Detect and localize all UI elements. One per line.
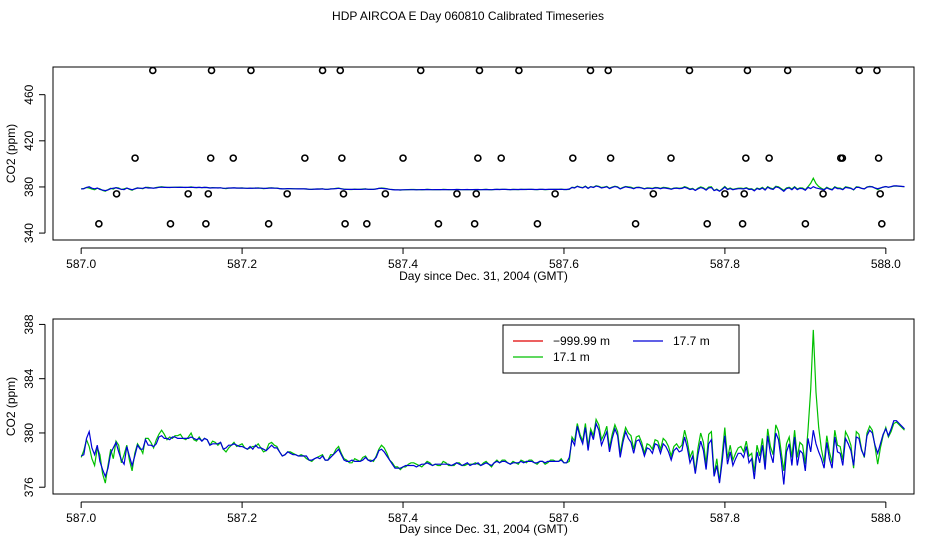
top-series-line-3: [81, 185, 905, 193]
data-point: [229, 154, 238, 162]
x-tick-label: 587.4: [388, 257, 418, 271]
data-point: [148, 66, 157, 75]
data-point: [184, 190, 192, 198]
legend-box: [502, 324, 740, 374]
data-point: [838, 154, 847, 162]
data-point: [873, 66, 881, 75]
y-tick-label: 388: [22, 314, 36, 334]
data-point: [472, 190, 481, 198]
page-title: HDP AIRCOA E Day 060810 Calibrated Times…: [332, 9, 604, 23]
legend-label: −999.99 m: [553, 334, 610, 348]
data-point: [606, 154, 615, 162]
data-point: [202, 220, 210, 228]
data-point: [551, 190, 559, 198]
data-point: [206, 154, 215, 162]
x-tick-label: 587.8: [710, 511, 740, 525]
x-tick-label: 588.0: [871, 257, 901, 271]
data-point: [878, 220, 886, 228]
panel-1: 587.0 587.2 587.4 587.6 587.8 588.0 340 380 420 4…: [4, 66, 915, 283]
plot-frame: [52, 66, 915, 241]
x-axis-label: Day since Dec. 31, 2004 (GMT): [399, 522, 568, 536]
x-tick-label: 587.4: [388, 511, 418, 525]
x-tick-label: 587.6: [549, 257, 579, 271]
x-tick-label: 587.2: [227, 257, 257, 271]
data-point: [801, 220, 810, 228]
plot-frame: [52, 318, 915, 495]
data-point: [533, 220, 542, 228]
x-tick-label: 587.6: [549, 511, 579, 525]
data-point: [738, 220, 747, 228]
data-point: [399, 154, 407, 162]
data-point: [569, 154, 577, 162]
data-point: [112, 190, 121, 198]
data-point: [740, 190, 749, 198]
legend-label: 17.7 m: [673, 334, 710, 348]
data-point: [743, 66, 752, 75]
x-tick-label: 587.8: [710, 257, 740, 271]
data-point: [204, 190, 213, 198]
data-point: [131, 154, 139, 162]
y-tick-label: 380: [22, 177, 36, 197]
data-point: [475, 66, 484, 75]
data-point: [742, 154, 750, 162]
data-point: [416, 66, 425, 75]
data-point: [874, 154, 883, 162]
data-point: [318, 66, 327, 75]
data-point: [336, 66, 345, 75]
data-point: [649, 190, 658, 198]
y-tick-label: 380: [22, 423, 36, 443]
x-tick-label: 587.0: [66, 257, 96, 271]
data-point: [783, 66, 792, 75]
data-point: [301, 154, 309, 162]
x-tick-label: 587.2: [227, 511, 257, 525]
data-point: [855, 66, 864, 75]
legend-label: 17.1 m: [553, 350, 590, 364]
data-point: [207, 66, 216, 75]
y-tick-label: 376: [22, 477, 36, 497]
y-axis-label: CO2 (ppm): [4, 124, 18, 183]
data-point: [721, 190, 729, 198]
data-point: [631, 220, 640, 228]
data-point: [876, 190, 885, 198]
legend: −999.99 m 17.1 m 17.7 m: [502, 324, 740, 374]
y-axis-label: CO2 (ppm): [4, 377, 18, 436]
data-point: [703, 220, 711, 228]
x-tick-label: 588.0: [871, 511, 901, 525]
y-tick-label: 460: [22, 84, 36, 104]
data-point: [95, 220, 103, 228]
data-point: [363, 220, 371, 228]
data-point: [381, 190, 390, 198]
data-point: [247, 66, 255, 75]
series-line-3: [80, 420, 905, 485]
panel-2: 587.0 587.2 587.4 587.6 587.8 588.0 376 380 384 3…: [4, 314, 915, 536]
data-point: [453, 190, 461, 198]
data-point: [474, 154, 482, 162]
y-tick-label: 420: [22, 130, 36, 150]
data-point: [283, 190, 291, 198]
data-point: [166, 220, 175, 228]
data-point: [819, 190, 827, 198]
data-point: [586, 66, 595, 75]
data-point: [338, 154, 346, 162]
x-tick-label: 587.0: [66, 511, 96, 525]
data-point: [264, 220, 273, 228]
data-point: [470, 220, 479, 228]
y-tick-label: 384: [22, 368, 36, 388]
data-point: [685, 66, 694, 75]
data-point: [667, 154, 675, 162]
data-point: [604, 66, 613, 75]
y-tick-label: 340: [22, 223, 36, 243]
data-point: [339, 190, 348, 198]
data-point: [434, 220, 443, 228]
data-point: [515, 66, 523, 75]
data-point: [765, 154, 773, 162]
x-axis-label: Day since Dec. 31, 2004 (GMT): [399, 269, 568, 283]
data-point: [497, 154, 506, 162]
data-point: [341, 220, 349, 228]
